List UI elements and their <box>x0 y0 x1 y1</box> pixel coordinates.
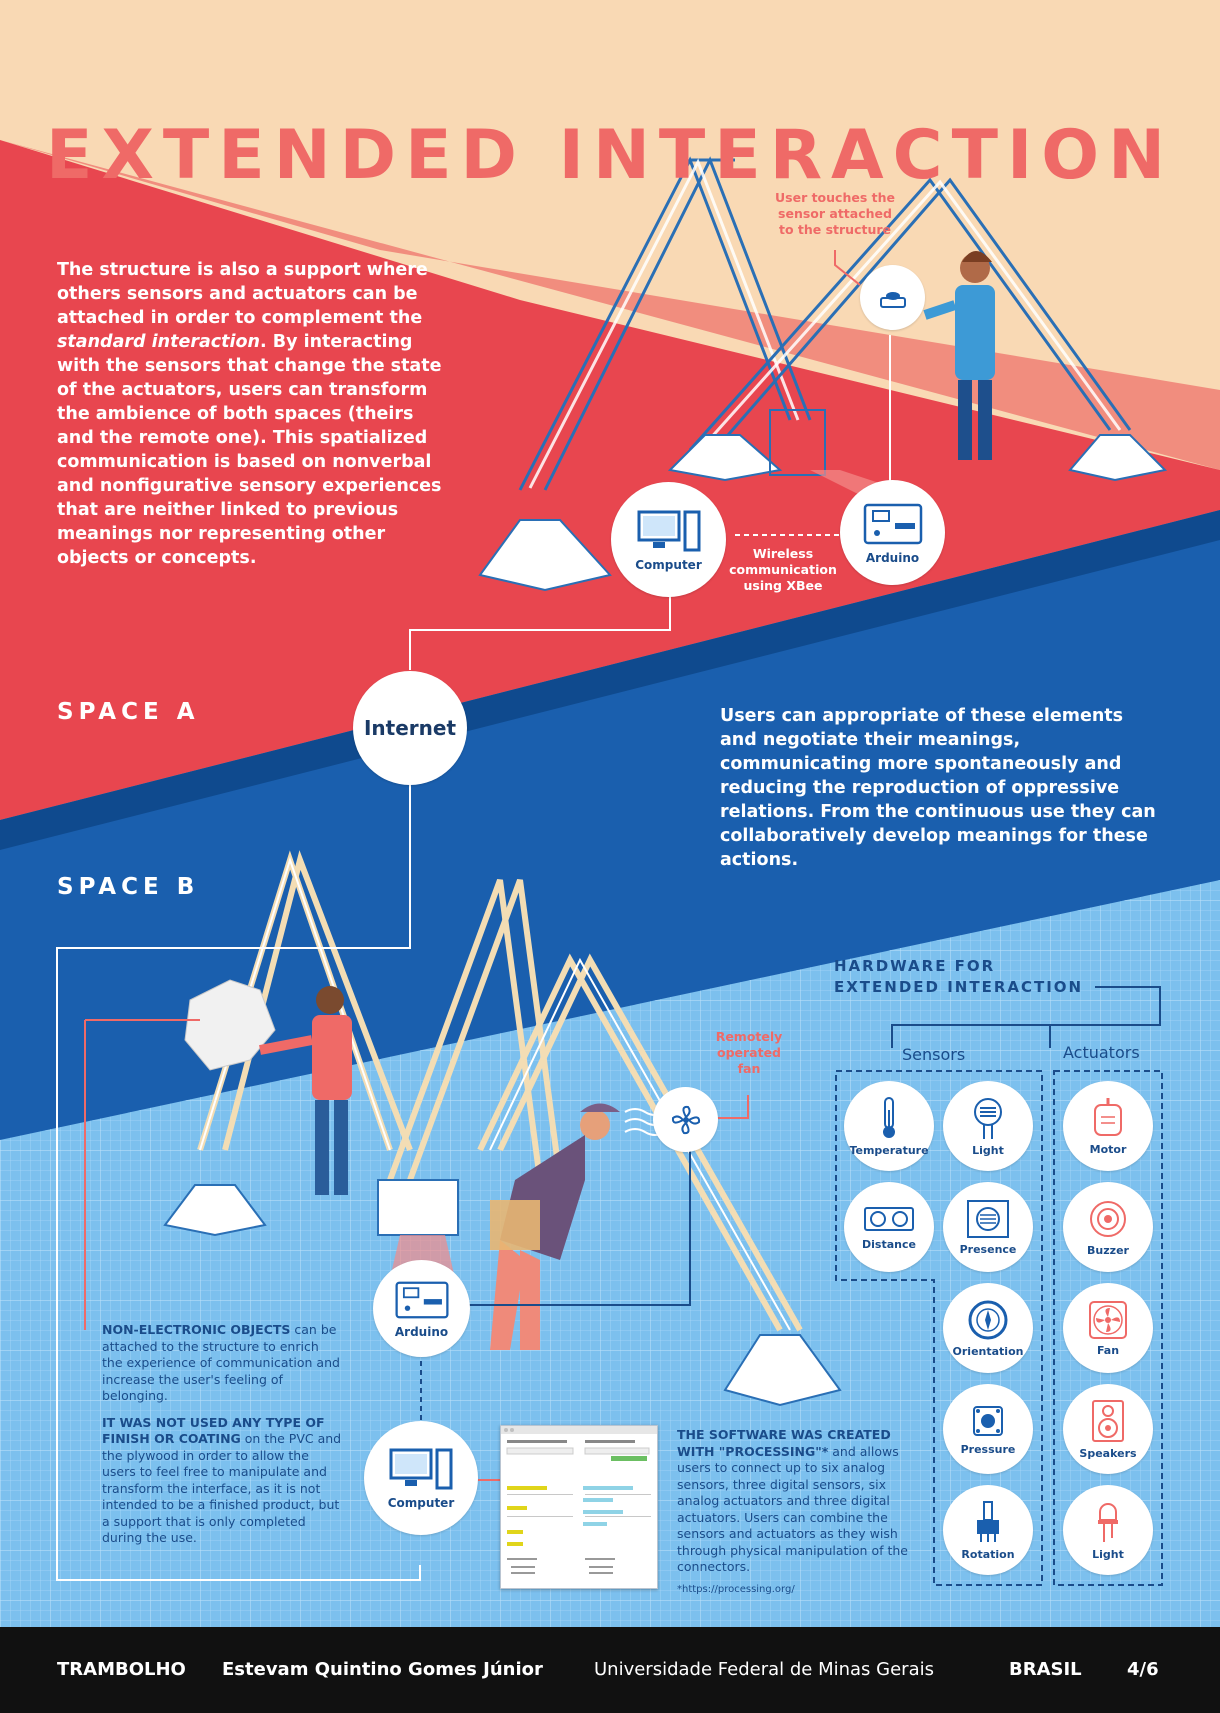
motor-icon <box>1094 1097 1122 1136</box>
buzzer-icon <box>1090 1200 1126 1237</box>
hardware-title-line2: EXTENDED INTERACTION <box>834 978 1084 996</box>
intro-paragraph: The structure is also a support where ot… <box>57 260 442 568</box>
fan-node <box>653 1087 718 1152</box>
sensor-rotation: Rotation <box>943 1485 1033 1575</box>
wireless-callout: Wireless communication using XBee <box>729 546 837 593</box>
sensor-pressure-label: Pressure <box>960 1442 1016 1456</box>
computer-a-node: Computer <box>611 482 726 597</box>
structure-a-right <box>688 177 1132 451</box>
sensor-temperature: Temperature <box>844 1081 934 1171</box>
internet-label: Internet <box>363 716 457 740</box>
arduino-b-node: Arduino <box>373 1260 470 1357</box>
red-band <box>0 140 1220 820</box>
sensor-distance: Distance <box>844 1182 934 1272</box>
person-b2 <box>490 1103 620 1350</box>
structure-b-mid <box>387 878 563 1182</box>
footer-page-number: 4/6 <box>1127 1659 1159 1680</box>
actuator-light: Light <box>1063 1485 1153 1575</box>
arduino-board-icon <box>863 503 922 544</box>
fan-icon <box>671 1105 700 1134</box>
pir-sensor-icon <box>967 1199 1009 1238</box>
computer-b-node: Computer <box>364 1421 478 1535</box>
ultrasonic-sensor-icon <box>864 1206 914 1231</box>
remote-fan-callout: Remotely operated fan <box>715 1029 783 1076</box>
software-screenshot <box>500 1425 658 1589</box>
sensor-rotation-label: Rotation <box>961 1547 1015 1561</box>
sensor-pressure: Pressure <box>943 1384 1033 1474</box>
hardware-title: HARDWARE FOR EXTENDED INTERACTION <box>834 956 1083 998</box>
actuator-buzzer-label: Buzzer <box>1087 1243 1129 1257</box>
potentiometer-icon <box>977 1500 999 1542</box>
compass-icon <box>968 1300 1008 1339</box>
photoresistor-icon <box>974 1097 1002 1139</box>
space-a-label: SPACE A <box>57 699 200 725</box>
sensor-light-label: Light <box>972 1143 1004 1157</box>
thermometer-icon <box>883 1096 895 1138</box>
sensor-temperature-label: Temperature <box>849 1143 929 1157</box>
push-button-icon <box>879 291 906 308</box>
non-electronic-paragraph: NON-ELECTRONIC OBJECTS can be attached t… <box>102 1322 340 1403</box>
sensor-orientation: Orientation <box>943 1283 1033 1373</box>
appropriation-paragraph: Users can appropriate of these elements … <box>720 706 1156 870</box>
actuator-fan-label: Fan <box>1096 1343 1120 1357</box>
footer: TRAMBOLHO Estevam Quintino Gomes Júnior … <box>0 1627 1220 1713</box>
led-icon <box>1098 1502 1118 1542</box>
sensor-presence-label: Presence <box>959 1242 1017 1256</box>
actuator-buzzer: Buzzer <box>1063 1182 1153 1272</box>
processing-link[interactable]: *https://processing.org/ <box>677 1584 795 1595</box>
structure-b-right <box>477 953 803 1332</box>
hardware-title-line1: HARDWARE FOR <box>834 957 996 975</box>
push-button-icon <box>973 1405 1003 1436</box>
actuator-speakers: Speakers <box>1063 1384 1153 1474</box>
software-paragraph: THE SOFTWARE WAS CREATED WITH "PROCESSIN… <box>677 1427 908 1574</box>
arduino-a-node: Arduino <box>840 480 945 585</box>
computer-b-label: Computer <box>387 1496 455 1510</box>
software-text: THE SOFTWARE WAS CREATED WITH "PROCESSIN… <box>677 1427 909 1576</box>
actuator-motor: Motor <box>1063 1081 1153 1171</box>
actuators-heading: Actuators <box>1063 1043 1140 1062</box>
actuator-fan: Fan <box>1063 1283 1153 1373</box>
footer-author: Estevam Quintino Gomes Júnior <box>222 1659 543 1680</box>
arduino-board-icon <box>394 1281 449 1318</box>
user-touch-callout: User touches the sensor attached to the … <box>775 190 895 237</box>
space-b-label: SPACE B <box>57 874 200 900</box>
touch-sensor-node <box>860 265 925 330</box>
footer-country: BRASIL <box>1009 1659 1082 1680</box>
speaker-icon <box>1092 1399 1124 1442</box>
computer-a-label: Computer <box>635 557 702 572</box>
arduino-a-label: Arduino <box>865 550 920 565</box>
fan-icon <box>1089 1300 1127 1339</box>
person-b1 <box>259 986 352 1195</box>
computer-icon <box>637 510 700 551</box>
software-window-thumbnail <box>501 1426 657 1574</box>
internet-node: Internet <box>353 671 467 785</box>
sensor-light: Light <box>943 1081 1033 1171</box>
non-electronic-text: NON-ELECTRONIC OBJECTS can be attached t… <box>102 1322 342 1547</box>
actuator-light-label: Light <box>1092 1547 1124 1561</box>
actuator-motor-label: Motor <box>1089 1142 1127 1156</box>
arduino-b-label: Arduino <box>394 1324 449 1339</box>
sensor-orientation-label: Orientation <box>952 1344 1024 1358</box>
person-a <box>923 251 995 460</box>
actuator-speakers-label: Speakers <box>1079 1446 1137 1460</box>
footer-project: TRAMBOLHO <box>57 1659 186 1680</box>
sensors-heading: Sensors <box>902 1045 966 1064</box>
page-title: EXTENDED INTERACTION <box>46 115 1174 195</box>
footer-university: Universidade Federal de Minas Gerais <box>594 1659 934 1680</box>
computer-icon <box>389 1448 453 1490</box>
finish-paragraph: IT WAS NOT USED ANY TYPE OF FINISH OR CO… <box>102 1414 342 1546</box>
sensor-distance-label: Distance <box>862 1237 916 1251</box>
sensor-presence: Presence <box>943 1182 1033 1272</box>
